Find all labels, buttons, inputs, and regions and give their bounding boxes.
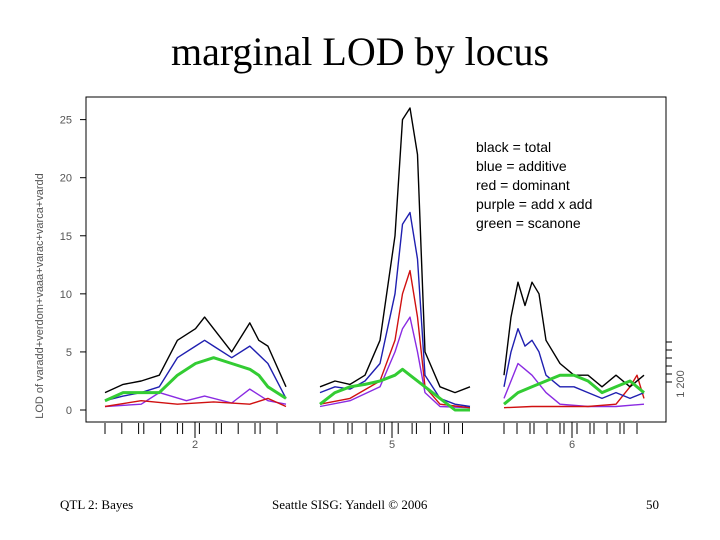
y-tick-label: 15: [60, 231, 72, 243]
slide-number: 50: [646, 497, 659, 512]
x-tick-label: 6: [569, 439, 575, 451]
series-additive-chr-5: [319, 211, 471, 408]
panel-chr-5: [319, 107, 471, 412]
right-axis-label: 1 200: [675, 370, 687, 398]
right-axis: 1 200: [666, 341, 687, 398]
chromosome-panels: [104, 107, 645, 412]
slide-title: marginal LOD by locus: [170, 29, 550, 74]
marker-rug: [104, 423, 638, 434]
series-scanone-chr-2: [104, 356, 287, 403]
x-tick-label: 2: [192, 439, 198, 451]
plot-frame: [85, 96, 667, 423]
legend-entry: green = scanone: [476, 215, 581, 231]
legend-entry: black = total: [476, 139, 551, 155]
x-tick-label: 5: [389, 439, 395, 451]
series-scanone-chr-5: [319, 367, 470, 412]
x-axis: 2 5 6: [192, 422, 575, 451]
series-dominant-chr-2: [104, 397, 287, 408]
footer-center: Seattle SISG: Yandell © 2006: [272, 497, 428, 512]
footer-left: QTL 2: Bayes: [60, 497, 134, 512]
y-tick-label: 10: [60, 289, 72, 301]
series-total-chr-5: [319, 107, 471, 394]
series-scanone-chr-6: [503, 373, 645, 406]
legend-entry: red = dominant: [476, 177, 570, 193]
series-additive-chr-6: [503, 327, 645, 400]
panel-chr-6: [503, 281, 645, 409]
y-axis-label: LOD of varadd+verdom+vaaa+varac+varca+va…: [34, 173, 46, 419]
series-addxadd-chr-5: [319, 316, 471, 409]
series-addxadd-chr-2: [104, 388, 287, 408]
y-tick-label: 5: [66, 347, 72, 359]
legend-entry: purple = add x add: [476, 196, 592, 212]
y-tick-label: 0: [66, 405, 72, 417]
legend-entry: blue = additive: [476, 158, 567, 174]
panel-chr-2: [104, 316, 287, 408]
series-dominant-chr-5: [319, 269, 471, 409]
legend: black = total blue = additive red = domina…: [476, 139, 592, 231]
series-total-chr-6: [503, 281, 645, 388]
y-tick-label: 20: [60, 173, 72, 185]
series-dominant-chr-6: [503, 374, 645, 409]
series-total-chr-2: [104, 316, 287, 394]
y-axis: 0 5 10 15 20 25: [60, 115, 86, 417]
y-tick-label: 25: [60, 115, 72, 127]
